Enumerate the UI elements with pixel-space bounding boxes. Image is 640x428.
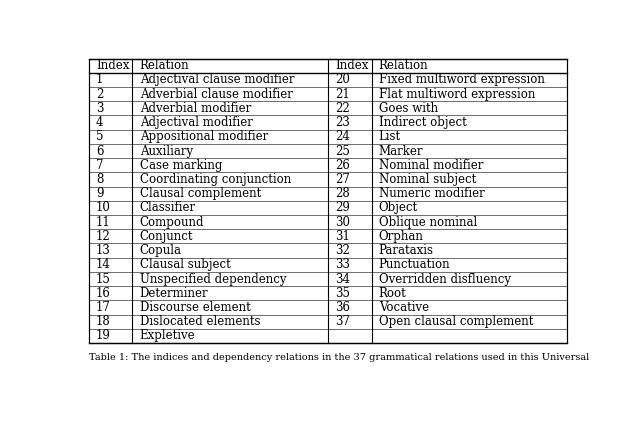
Text: 14: 14: [96, 259, 111, 271]
Text: Punctuation: Punctuation: [379, 259, 451, 271]
Text: 20: 20: [335, 74, 350, 86]
Text: Nominal modifier: Nominal modifier: [379, 159, 483, 172]
Text: 2: 2: [96, 88, 104, 101]
Text: 7: 7: [96, 159, 104, 172]
Text: Table 1: The indices and dependency relations in the 37 grammatical relations us: Table 1: The indices and dependency rela…: [89, 353, 589, 362]
Text: Discourse element: Discourse element: [140, 301, 250, 314]
Text: Flat multiword expression: Flat multiword expression: [379, 88, 535, 101]
Text: 28: 28: [335, 187, 350, 200]
Text: Adjectival modifier: Adjectival modifier: [140, 116, 253, 129]
Text: 27: 27: [335, 173, 350, 186]
Text: 21: 21: [335, 88, 350, 101]
Text: 4: 4: [96, 116, 104, 129]
Text: Clausal complement: Clausal complement: [140, 187, 261, 200]
Text: 10: 10: [96, 202, 111, 214]
Text: 22: 22: [335, 102, 350, 115]
Text: 5: 5: [96, 130, 104, 143]
Text: Parataxis: Parataxis: [379, 244, 434, 257]
Text: Open clausal complement: Open clausal complement: [379, 315, 533, 328]
Text: Object: Object: [379, 202, 418, 214]
Text: Coordinating conjunction: Coordinating conjunction: [140, 173, 291, 186]
Text: Adverbial clause modifier: Adverbial clause modifier: [140, 88, 292, 101]
Text: Compound: Compound: [140, 216, 204, 229]
Text: 23: 23: [335, 116, 350, 129]
Text: 8: 8: [96, 173, 104, 186]
Text: 16: 16: [96, 287, 111, 300]
Text: 13: 13: [96, 244, 111, 257]
Text: 34: 34: [335, 273, 350, 285]
Text: 31: 31: [335, 230, 350, 243]
Text: Orphan: Orphan: [379, 230, 424, 243]
Text: Clausal subject: Clausal subject: [140, 259, 230, 271]
Text: Dislocated elements: Dislocated elements: [140, 315, 260, 328]
Text: Nominal subject: Nominal subject: [379, 173, 476, 186]
Text: Relation: Relation: [379, 59, 428, 72]
Text: Index: Index: [335, 59, 369, 72]
Text: 25: 25: [335, 145, 350, 158]
Text: Conjunct: Conjunct: [140, 230, 193, 243]
Text: 30: 30: [335, 216, 350, 229]
Text: 35: 35: [335, 287, 350, 300]
Text: Goes with: Goes with: [379, 102, 438, 115]
Text: 17: 17: [96, 301, 111, 314]
Text: 36: 36: [335, 301, 350, 314]
Text: Overridden disfluency: Overridden disfluency: [379, 273, 511, 285]
Text: Adverbial modifier: Adverbial modifier: [140, 102, 251, 115]
Text: Copula: Copula: [140, 244, 182, 257]
Text: Numeric modifier: Numeric modifier: [379, 187, 484, 200]
Text: Root: Root: [379, 287, 406, 300]
Text: Vocative: Vocative: [379, 301, 429, 314]
Text: Classifier: Classifier: [140, 202, 196, 214]
Text: Marker: Marker: [379, 145, 423, 158]
Text: 9: 9: [96, 187, 104, 200]
Text: 37: 37: [335, 315, 350, 328]
Text: Index: Index: [96, 59, 129, 72]
Text: 24: 24: [335, 130, 350, 143]
Text: 26: 26: [335, 159, 350, 172]
Text: Case marking: Case marking: [140, 159, 222, 172]
Text: 1: 1: [96, 74, 104, 86]
Text: Indirect object: Indirect object: [379, 116, 467, 129]
Text: 29: 29: [335, 202, 350, 214]
Text: List: List: [379, 130, 401, 143]
Text: 19: 19: [96, 330, 111, 342]
Text: Adjectival clause modifier: Adjectival clause modifier: [140, 74, 294, 86]
Text: 6: 6: [96, 145, 104, 158]
Text: 12: 12: [96, 230, 111, 243]
Text: 3: 3: [96, 102, 104, 115]
Text: Fixed multiword expression: Fixed multiword expression: [379, 74, 545, 86]
Text: Auxiliary: Auxiliary: [140, 145, 193, 158]
Text: 33: 33: [335, 259, 350, 271]
Text: Expletive: Expletive: [140, 330, 195, 342]
Text: 18: 18: [96, 315, 111, 328]
Text: 32: 32: [335, 244, 350, 257]
Text: Appositional modifier: Appositional modifier: [140, 130, 268, 143]
Text: 11: 11: [96, 216, 111, 229]
Text: Determiner: Determiner: [140, 287, 208, 300]
Text: Relation: Relation: [140, 59, 189, 72]
Text: Oblique nominal: Oblique nominal: [379, 216, 477, 229]
Text: Unspecified dependency: Unspecified dependency: [140, 273, 286, 285]
Text: 15: 15: [96, 273, 111, 285]
